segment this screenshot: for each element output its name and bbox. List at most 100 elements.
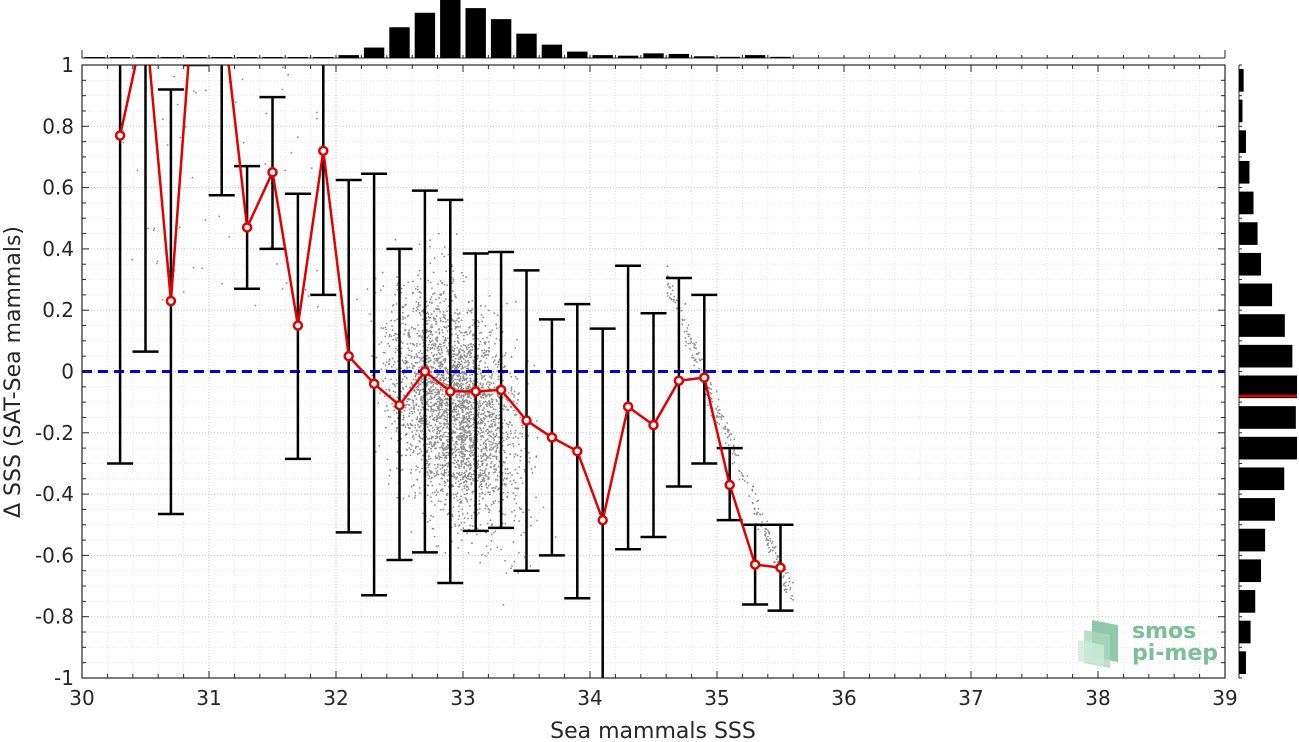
scatter-point — [457, 325, 460, 328]
scatter-point — [455, 478, 457, 480]
scatter-point — [687, 335, 690, 338]
scatter-point — [416, 478, 419, 481]
scatter-point — [453, 497, 456, 499]
scatter-point — [454, 293, 456, 296]
scatter-point — [497, 360, 500, 363]
scatter-point — [443, 465, 446, 468]
scatter-point — [426, 494, 429, 497]
scatter-point — [461, 455, 464, 458]
scatter-point — [479, 444, 482, 446]
scatter-point — [505, 457, 508, 459]
scatter-point — [396, 382, 398, 385]
scatter-point — [403, 375, 406, 378]
scatter-point — [463, 465, 466, 468]
scatter-point — [454, 344, 456, 347]
scatter-point — [276, 263, 278, 265]
scatter-point — [483, 458, 486, 461]
scatter-point — [487, 552, 490, 554]
scatter-point — [481, 472, 484, 475]
scatter-point — [457, 403, 460, 406]
scatter-point — [441, 447, 444, 450]
scatter-point — [490, 419, 493, 422]
scatter-point — [514, 487, 517, 490]
scatter-point — [478, 473, 480, 476]
scatter-point — [495, 432, 498, 435]
scatter-point — [722, 415, 725, 418]
scatter-point — [466, 365, 468, 367]
scatter-point — [418, 435, 421, 438]
scatter-point — [473, 511, 475, 514]
scatter-point — [441, 428, 444, 430]
scatter-point — [421, 419, 424, 422]
scatter-point — [490, 440, 493, 443]
scatter-point — [438, 332, 441, 335]
scatter-point — [438, 365, 441, 368]
scatter-point — [471, 446, 474, 449]
scatter-point — [455, 427, 458, 430]
scatter-point — [415, 404, 418, 407]
scatter-point — [790, 597, 793, 600]
scatter-point — [439, 425, 442, 428]
scatter-point — [492, 408, 495, 410]
scatter-point — [426, 521, 429, 523]
scatter-point — [435, 320, 437, 323]
scatter-point — [460, 495, 462, 498]
scatter-point — [477, 385, 480, 387]
scatter-point — [356, 298, 358, 301]
scatter-point — [241, 78, 244, 81]
scatter-point — [513, 409, 515, 412]
scatter-point — [430, 326, 433, 329]
scatter-point — [446, 330, 449, 332]
scatter-point — [402, 418, 405, 421]
scatter-point — [445, 339, 448, 342]
scatter-point — [481, 553, 484, 556]
scatter-point — [471, 373, 474, 376]
scatter-point — [469, 330, 472, 333]
scatter-point — [457, 388, 460, 391]
scatter-point — [732, 444, 735, 447]
scatter-point — [709, 391, 712, 394]
scatter-point — [453, 383, 456, 386]
scatter-point — [443, 379, 445, 382]
scatter-point — [429, 316, 432, 319]
top-histogram-bar — [465, 8, 486, 59]
mean-marker — [546, 432, 558, 443]
scatter-point — [413, 365, 416, 368]
scatter-point — [717, 398, 720, 401]
scatter-point — [408, 329, 411, 332]
scatter-point — [479, 422, 482, 425]
scatter-point — [433, 319, 435, 321]
scatter-point — [472, 429, 475, 432]
scatter-point — [407, 314, 410, 317]
scatter-point — [482, 394, 484, 397]
scatter-point — [455, 296, 458, 299]
scatter-point — [419, 314, 422, 317]
scatter-point — [451, 377, 454, 380]
right-histogram-bar — [1239, 406, 1296, 429]
scatter-point — [254, 304, 257, 307]
scatter-point — [495, 455, 498, 458]
scatter-point — [390, 365, 393, 368]
scatter-point — [481, 478, 484, 481]
scatter-point — [461, 437, 463, 440]
scatter-point — [432, 271, 435, 274]
scatter-point — [477, 337, 479, 340]
scatter-point — [425, 390, 428, 393]
scatter-point — [457, 412, 459, 415]
scatter-point — [481, 491, 484, 494]
scatter-point — [715, 390, 718, 393]
scatter-point — [385, 331, 388, 334]
scatter-point — [442, 335, 445, 338]
scatter-point — [476, 381, 479, 383]
x-tick-label: 39 — [1212, 686, 1237, 710]
scatter-point — [492, 370, 495, 373]
scatter-point — [487, 341, 490, 343]
scatter-point — [719, 416, 721, 418]
scatter-point — [515, 502, 518, 505]
scatter-point — [412, 450, 415, 452]
scatter-point — [392, 405, 395, 408]
scatter-point — [454, 360, 456, 363]
scatter-point — [693, 364, 695, 367]
scatter-point — [425, 415, 428, 417]
scatter-point — [454, 456, 457, 458]
